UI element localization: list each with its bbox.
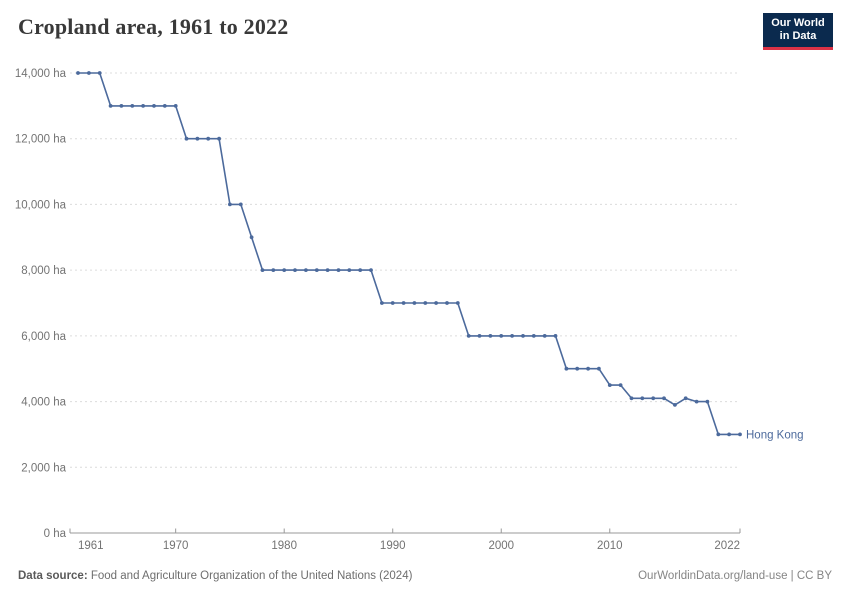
series-label-hong-kong: Hong Kong <box>746 429 804 441</box>
chart-footer: Data source: Food and Agriculture Organi… <box>18 570 832 582</box>
data-point[interactable] <box>141 104 146 108</box>
data-source-text: Food and Agriculture Organization of the… <box>87 570 413 582</box>
data-point[interactable] <box>119 104 124 108</box>
data-source-note: Data source: Food and Agriculture Organi… <box>18 570 412 582</box>
x-axis-tick-label: 1980 <box>271 540 297 552</box>
data-point[interactable] <box>597 366 601 371</box>
data-point[interactable] <box>629 396 634 401</box>
data-point[interactable] <box>662 396 666 401</box>
page-title: Cropland area, 1961 to 2022 <box>18 14 289 39</box>
data-point[interactable] <box>694 399 699 404</box>
data-point[interactable] <box>228 202 232 207</box>
x-axis-tick-label: 2000 <box>488 540 514 552</box>
data-point[interactable] <box>477 334 482 338</box>
data-point[interactable] <box>97 71 102 75</box>
data-point[interactable] <box>542 334 547 338</box>
data-point[interactable] <box>455 301 460 305</box>
data-point[interactable] <box>195 136 200 141</box>
data-point[interactable] <box>607 383 612 387</box>
data-point[interactable] <box>401 301 406 305</box>
data-point[interactable] <box>282 268 287 272</box>
data-point[interactable] <box>380 301 384 305</box>
y-axis-tick-label: 6,000 ha <box>21 331 66 343</box>
data-point[interactable] <box>314 268 319 272</box>
owid-logo-line1: Our World <box>771 17 825 29</box>
data-point[interactable] <box>651 396 656 401</box>
data-point[interactable] <box>553 334 558 338</box>
data-point[interactable] <box>336 268 341 272</box>
data-point[interactable] <box>521 334 525 338</box>
data-point[interactable] <box>260 268 265 272</box>
y-axis-tick-label: 0 ha <box>44 528 67 540</box>
x-axis-tick-label: 1990 <box>380 540 406 552</box>
owid-logo-line2: in Data <box>779 30 817 42</box>
data-point[interactable] <box>673 403 677 407</box>
data-point[interactable] <box>716 432 721 437</box>
data-point[interactable] <box>738 432 742 437</box>
data-point[interactable] <box>434 301 438 305</box>
data-point[interactable] <box>173 104 178 108</box>
owid-logo: Our World in Data <box>763 13 833 50</box>
data-point[interactable] <box>412 301 417 305</box>
data-point[interactable] <box>249 235 254 240</box>
data-point[interactable] <box>271 268 276 272</box>
data-point[interactable] <box>325 268 330 272</box>
y-axis-tick-label: 8,000 ha <box>21 265 66 277</box>
data-point[interactable] <box>705 399 710 404</box>
x-axis-tick-label: 1970 <box>163 540 189 552</box>
data-point[interactable] <box>564 366 569 371</box>
data-point[interactable] <box>466 334 471 338</box>
data-point[interactable] <box>108 104 113 108</box>
data-point[interactable] <box>445 301 449 305</box>
data-point[interactable] <box>488 334 493 338</box>
data-point[interactable] <box>293 268 297 272</box>
data-point[interactable] <box>76 71 80 75</box>
data-point[interactable] <box>390 301 395 305</box>
data-point[interactable] <box>369 268 373 272</box>
data-point[interactable] <box>162 104 167 108</box>
data-point[interactable] <box>683 396 688 401</box>
x-axis-tick-label: 1961 <box>78 540 104 552</box>
data-point[interactable] <box>238 202 243 207</box>
y-axis-tick-label: 4,000 ha <box>21 397 66 409</box>
data-point[interactable] <box>640 396 645 401</box>
x-axis-tick-label: 2010 <box>597 540 623 552</box>
data-point[interactable] <box>184 136 189 141</box>
y-axis-tick-label: 10,000 ha <box>15 199 67 211</box>
y-axis-tick-label: 2,000 ha <box>21 462 66 474</box>
x-axis-tick-label: 2022 <box>714 540 740 552</box>
y-axis-tick-label: 14,000 ha <box>15 68 67 80</box>
data-point[interactable] <box>575 366 580 371</box>
data-line[interactable] <box>77 72 741 436</box>
y-axis-tick-label: 12,000 ha <box>15 134 67 146</box>
data-point[interactable] <box>347 268 352 272</box>
data-point[interactable] <box>499 334 504 338</box>
data-source-label: Data source: <box>18 570 88 582</box>
data-point[interactable] <box>423 301 428 305</box>
data-point[interactable] <box>304 268 308 272</box>
data-point[interactable] <box>130 104 135 108</box>
data-point[interactable] <box>358 268 363 272</box>
data-point[interactable] <box>217 136 222 141</box>
data-point[interactable] <box>206 136 211 141</box>
data-point[interactable] <box>87 71 91 75</box>
data-point[interactable] <box>727 432 731 437</box>
data-point[interactable] <box>531 334 536 338</box>
data-point[interactable] <box>618 383 623 387</box>
data-point[interactable] <box>510 334 514 338</box>
data-point[interactable] <box>586 366 590 371</box>
owid-url-link[interactable]: OurWorldinData.org/land-use | CC BY <box>638 570 832 582</box>
data-point[interactable] <box>152 104 156 108</box>
